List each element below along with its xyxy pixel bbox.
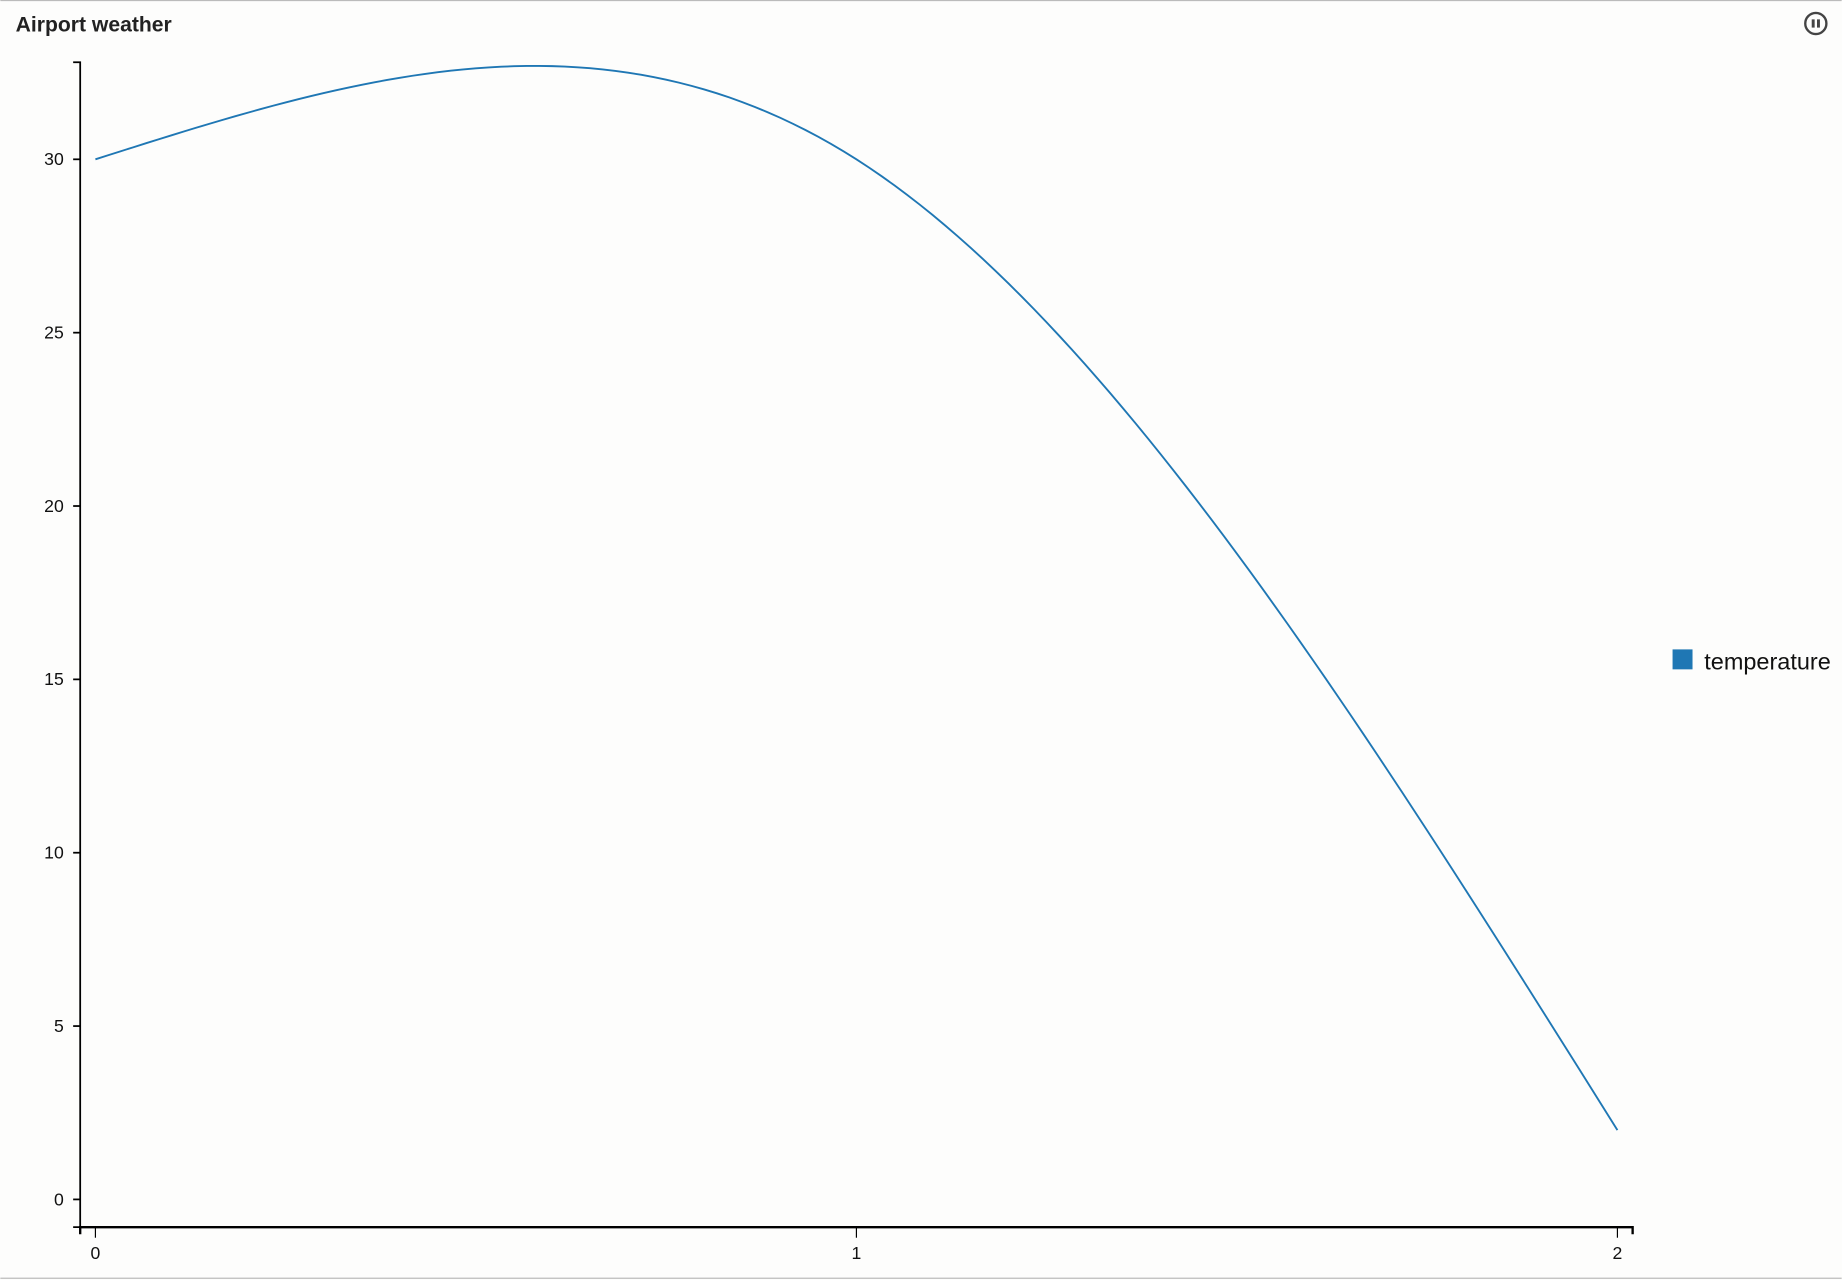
x-axis: 0 1 2 [79,1225,1634,1263]
panel-title: Airport weather [16,14,172,37]
x-tick: 2 [1613,1227,1623,1263]
y-tick-label: 0 [54,1189,64,1209]
y-tick: 0 [54,1189,81,1209]
y-axis-line [73,61,82,1229]
y-tick: 15 [44,669,81,689]
legend-label-temperature: temperature [1704,648,1831,674]
x-tick-label: 1 [852,1243,862,1263]
y-tick-label: 20 [44,496,64,516]
legend: temperature [1672,648,1831,674]
y-tick: 10 [44,843,81,863]
x-tick: 1 [852,1227,862,1263]
pause-circle-icon[interactable] [1804,11,1828,36]
y-tick: 25 [44,323,81,343]
y-axis: 0 5 10 15 20 25 30 [44,61,82,1229]
y-tick-label: 15 [44,669,64,689]
series-line-temperature [95,64,1619,1131]
y-tick-label: 30 [44,149,64,169]
y-tick: 30 [44,149,81,169]
y-tick: 20 [44,496,81,516]
y-tick: 5 [54,1016,81,1036]
y-tick-label: 10 [44,843,64,863]
y-tick-label: 25 [44,323,64,343]
legend-swatch-temperature [1672,649,1693,670]
y-tick-label: 5 [54,1016,64,1036]
x-tick: 0 [91,1227,101,1263]
x-tick-label: 2 [1613,1243,1623,1263]
x-tick-label: 0 [91,1243,101,1263]
